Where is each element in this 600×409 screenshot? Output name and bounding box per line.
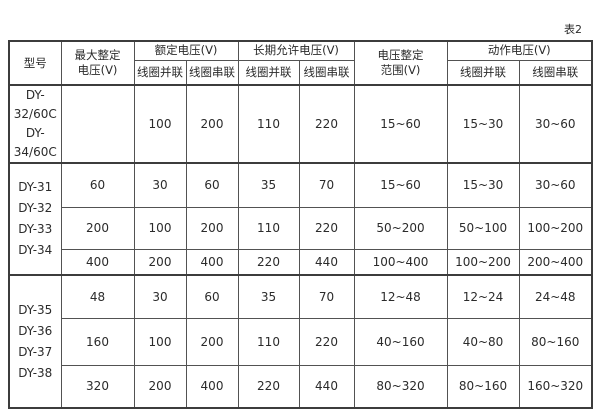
spec-cell: 100~200 [446, 248, 520, 276]
spec-cell: 110 [237, 206, 300, 250]
spec-cell: 70 [298, 274, 355, 319]
model-group-cell: DY-32/60C DY-34/60C [8, 84, 62, 164]
col-header-max-setting-line1: 最大整定 [74, 48, 121, 62]
col-header-setting-range-line1: 电压整定 [377, 48, 424, 62]
spec-cell: 15~60 [353, 162, 448, 208]
spec-cell: 400 [185, 248, 239, 276]
spec-cell: 30 [133, 162, 187, 208]
col-header-operate-voltage: 动作电压(V) [446, 40, 593, 61]
spec-cell: 15~60 [353, 84, 448, 164]
spec-cell: 160~320 [518, 364, 593, 409]
model-name: DY-33 [18, 222, 53, 236]
spec-cell: 24~48 [518, 274, 593, 319]
subheader-operate-coil-series: 线圈串联 [518, 59, 593, 86]
spec-cell: 220 [298, 317, 355, 366]
col-header-max-setting-line2: 电压(V) [77, 63, 118, 77]
spec-cell: 110 [237, 84, 300, 164]
spec-cell: 40~160 [353, 317, 448, 366]
col-header-setting-range-line2: 范围(V) [380, 63, 421, 77]
spec-cell: 80~160 [518, 317, 593, 366]
spec-cell: 400 [60, 248, 135, 276]
table-row: 320 200 400 220 440 80~320 80~160 160~32… [9, 364, 593, 409]
spec-cell: 100 [133, 84, 187, 164]
spec-cell: 100 [133, 317, 187, 366]
spec-cell: 30 [133, 274, 187, 319]
spec-cell: 220 [298, 206, 355, 250]
spec-cell: 320 [60, 364, 135, 409]
header-row-1: 型号 最大整定 电压(V) 额定电压(V) 长期允许电压(V) 电压整定 范围(… [8, 40, 593, 86]
spec-cell: 200 [60, 206, 135, 250]
model-group-cell: DY-31 DY-32 DY-33 DY-34 [8, 162, 62, 276]
spec-cell: 200~400 [518, 248, 593, 276]
spec-cell: 160 [60, 317, 135, 366]
spec-cell: 110 [237, 317, 300, 366]
subheader-longterm-coil-series: 线圈串联 [298, 59, 355, 86]
table-row: DY-35 DY-36 DY-37 DY-38 48 30 60 35 70 1… [8, 274, 593, 409]
model-name: DY-34 [18, 243, 53, 257]
model-name: DY-38 [18, 365, 53, 380]
header-row-2: 线圈并联 线圈串联 线圈并联 线圈串联 线圈并联 线圈串联 [9, 59, 593, 86]
spec-cell: 220 [298, 84, 355, 164]
spec-cell: 220 [237, 248, 300, 276]
table-row: 200 100 200 110 220 50~200 50~100 100~20… [9, 206, 593, 250]
spec-cell: 15~30 [446, 162, 520, 208]
table-caption: 表2 [564, 23, 582, 36]
model-group-cell: DY-35 DY-36 DY-37 DY-38 [8, 274, 62, 409]
model-name: DY-34/60C [13, 126, 57, 159]
subheader-longterm-coil-parallel: 线圈并联 [237, 59, 300, 86]
model-name: DY-37 [18, 344, 53, 359]
table-row: DY-32/60C DY-34/60C 100 200 110 220 15~6… [8, 84, 593, 164]
spec-cell: 12~48 [353, 274, 448, 319]
col-header-model: 型号 [8, 40, 62, 86]
spec-cell: 60 [185, 162, 239, 208]
spec-cell: 15~30 [446, 84, 520, 164]
model-name: DY-32/60C [13, 88, 57, 121]
spec-cell: 220 [237, 364, 300, 409]
spec-cell: 80~160 [446, 364, 520, 409]
spec-cell: 30~60 [518, 84, 593, 164]
spec-cell: 200 [133, 364, 187, 409]
model-name: DY-36 [18, 323, 53, 338]
col-header-max-setting-voltage: 最大整定 电压(V) [60, 40, 135, 86]
spec-cell: 35 [237, 162, 300, 208]
table-body: DY-32/60C DY-34/60C 100 200 110 220 15~6… [8, 84, 593, 409]
relay-voltage-spec-table: 型号 最大整定 电压(V) 额定电压(V) 长期允许电压(V) 电压整定 范围(… [8, 40, 593, 409]
subheader-rated-coil-parallel: 线圈并联 [133, 59, 187, 86]
subheader-rated-coil-series: 线圈串联 [185, 59, 239, 86]
spec-cell: 440 [298, 364, 355, 409]
spec-cell: 440 [298, 248, 355, 276]
spec-cell: 100~400 [353, 248, 448, 276]
col-header-setting-range: 电压整定 范围(V) [353, 40, 448, 86]
table-row: DY-31 DY-32 DY-33 DY-34 60 30 60 35 70 1… [8, 162, 593, 276]
model-name: DY-32 [18, 201, 53, 215]
spec-cell [60, 84, 135, 164]
spec-cell: 48 [60, 274, 135, 319]
spec-cell: 100 [133, 206, 187, 250]
table-row: 400 200 400 220 440 100~400 100~200 200~… [9, 248, 593, 276]
spec-cell: 50~200 [353, 206, 448, 250]
spec-cell: 80~320 [353, 364, 448, 409]
subheader-operate-coil-parallel: 线圈并联 [446, 59, 520, 86]
table-row: 160 100 200 110 220 40~160 40~80 80~160 [9, 317, 593, 366]
spec-cell: 200 [185, 84, 239, 164]
spec-cell: 70 [298, 162, 355, 208]
spec-cell: 30~60 [518, 162, 593, 208]
spec-cell: 200 [185, 206, 239, 250]
table-header: 型号 最大整定 电压(V) 额定电压(V) 长期允许电压(V) 电压整定 范围(… [8, 40, 593, 86]
spec-cell: 60 [60, 162, 135, 208]
spec-cell: 60 [185, 274, 239, 319]
model-name: DY-35 [18, 302, 53, 317]
spec-cell: 12~24 [446, 274, 520, 319]
spec-cell: 400 [185, 364, 239, 409]
col-header-long-term-voltage: 长期允许电压(V) [237, 40, 355, 61]
col-header-rated-voltage: 额定电压(V) [133, 40, 239, 61]
spec-cell: 200 [185, 317, 239, 366]
spec-cell: 35 [237, 274, 300, 319]
spec-cell: 100~200 [518, 206, 593, 250]
spec-cell: 50~100 [446, 206, 520, 250]
model-name: DY-31 [18, 180, 53, 194]
spec-cell: 40~80 [446, 317, 520, 366]
spec-cell: 200 [133, 248, 187, 276]
